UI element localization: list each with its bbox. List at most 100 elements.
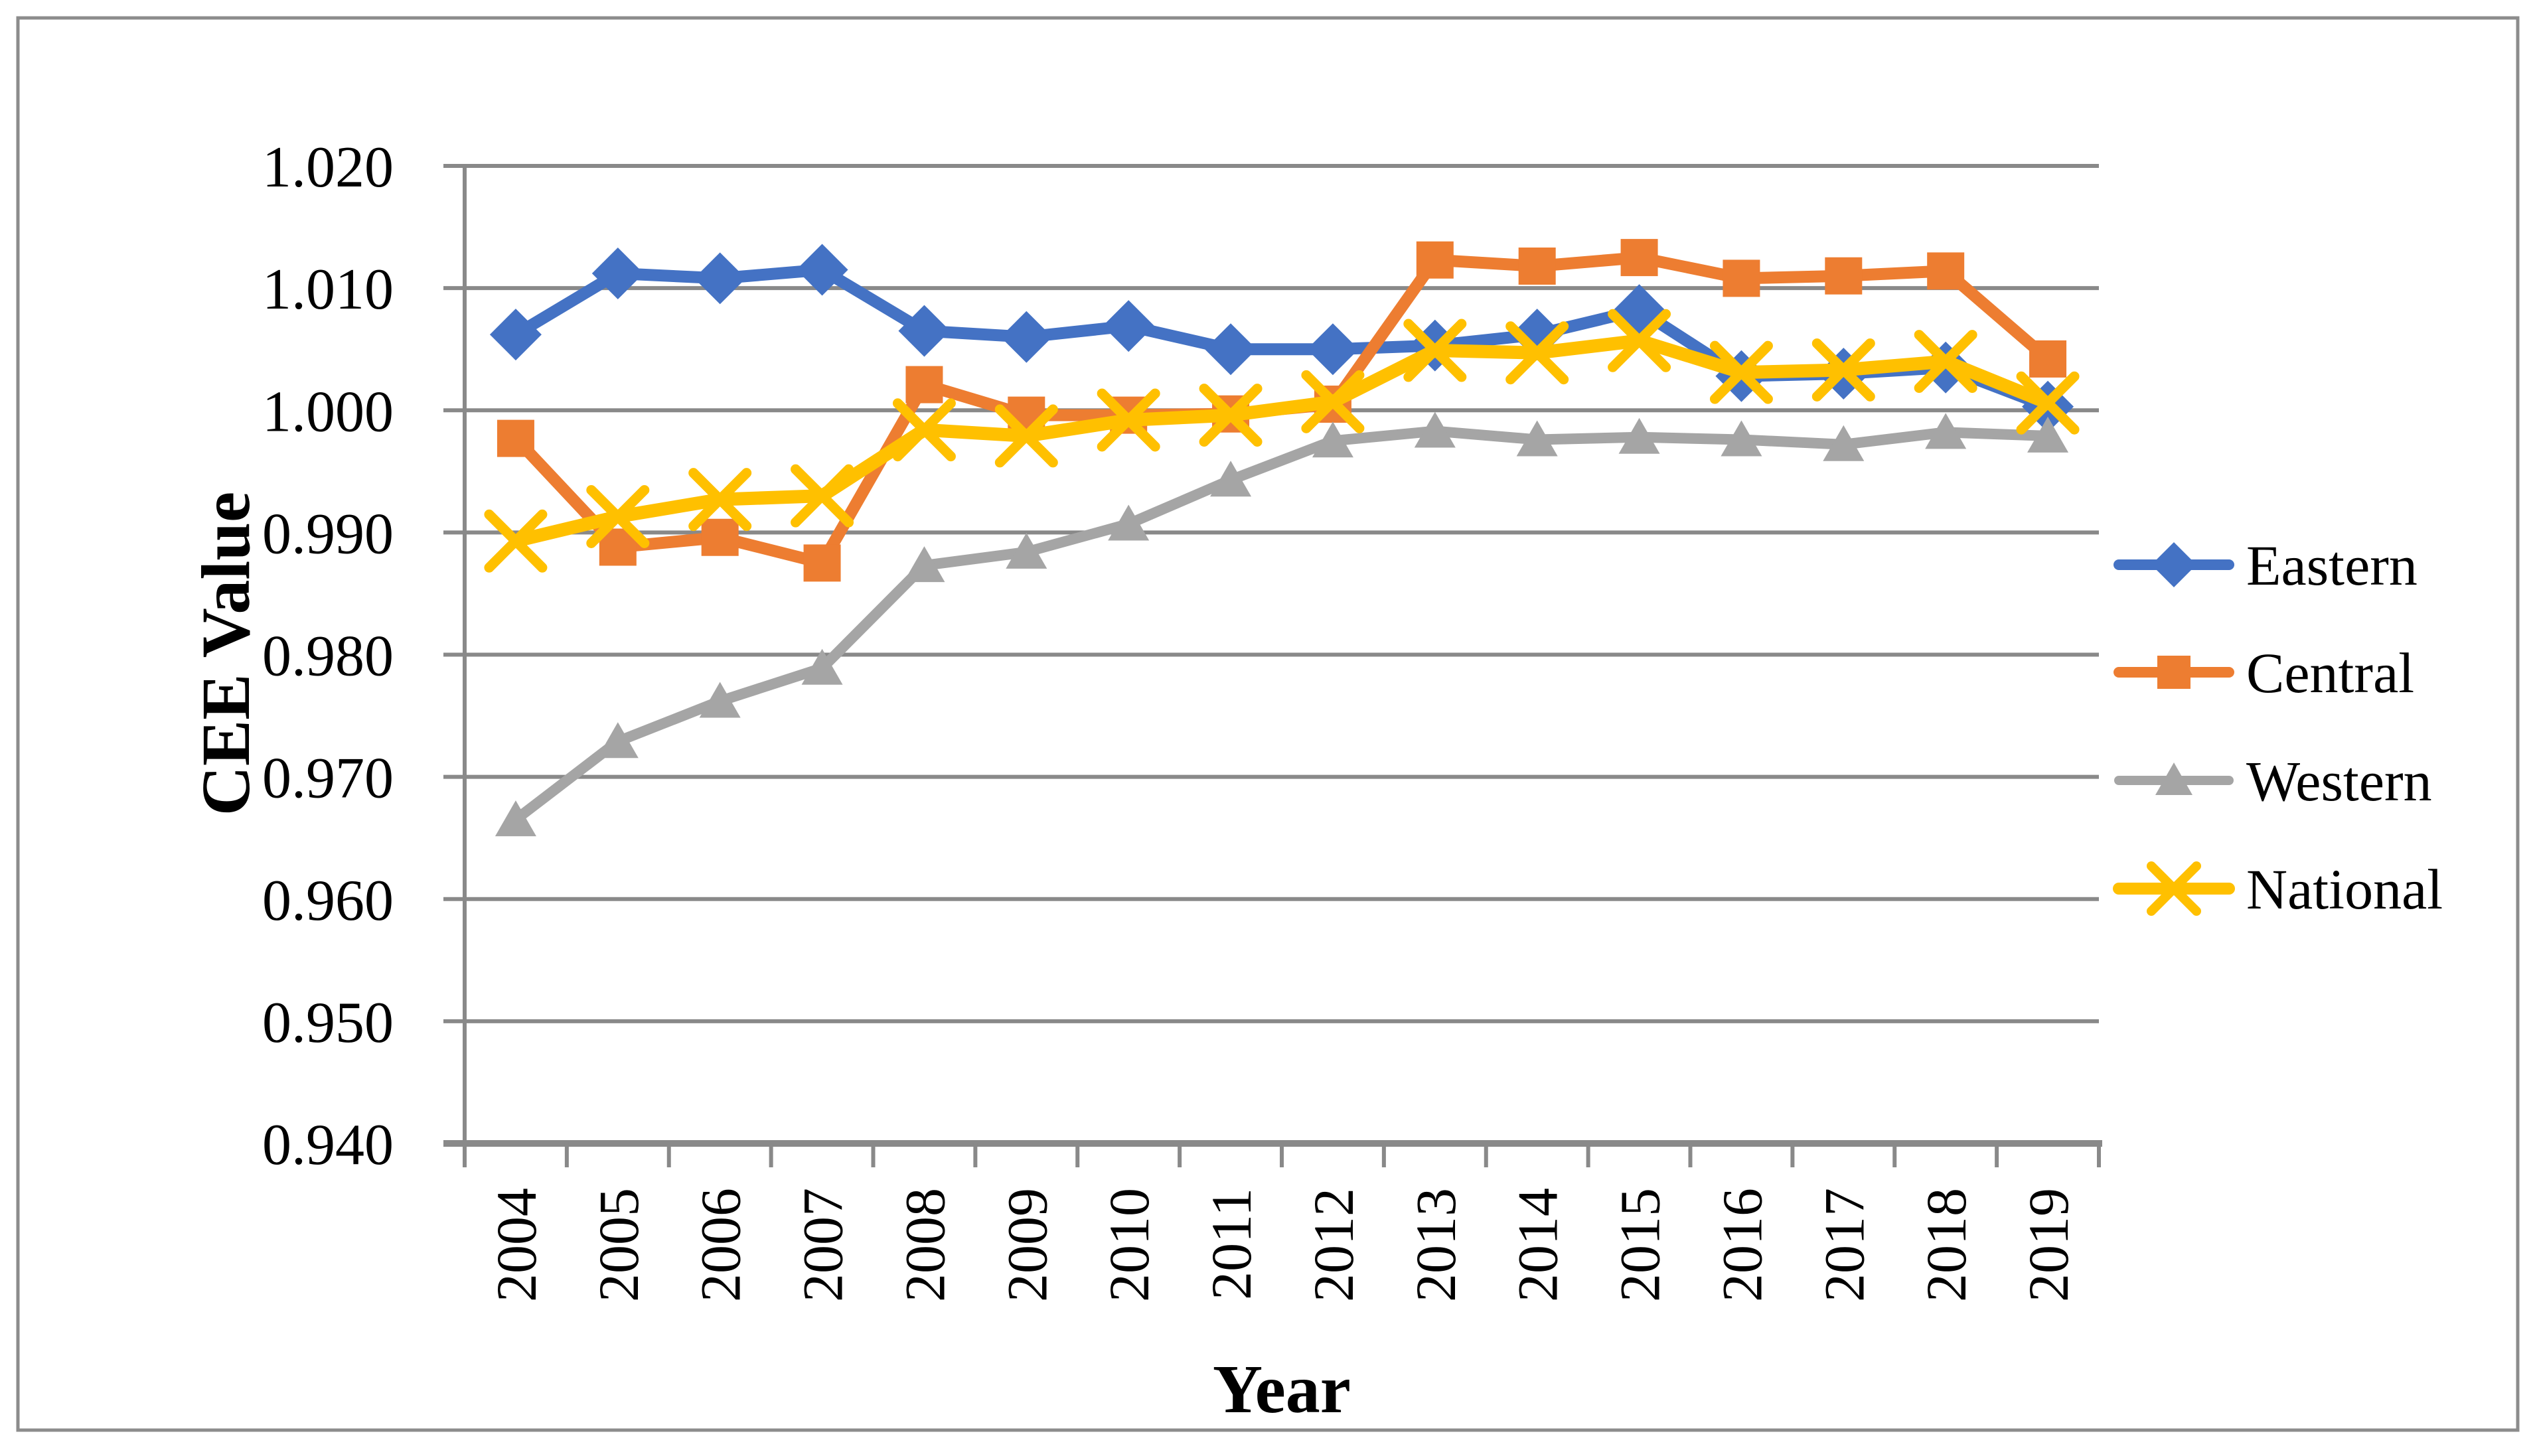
x-marker-stroke — [892, 398, 956, 462]
y-tick-label: 0.940 — [262, 1113, 394, 1177]
square-marker — [2029, 340, 2067, 378]
triangle-marker — [1108, 504, 1150, 541]
diamond-marker — [1205, 323, 1257, 376]
x-tick-label: 2009 — [995, 1188, 1059, 1302]
x-tick-label: 2006 — [689, 1188, 753, 1302]
x-marker-stroke — [586, 484, 650, 548]
y-tick-label: 1.020 — [262, 135, 394, 200]
x-marker-stroke — [688, 468, 752, 532]
y-tick-label: 0.960 — [262, 869, 394, 933]
legend-label: Eastern — [2246, 534, 2418, 597]
diamond-marker — [489, 309, 542, 361]
triangle-marker — [1618, 417, 1660, 454]
square-marker — [497, 419, 534, 457]
diamond-marker — [1000, 311, 1053, 363]
triangle-marker — [1925, 413, 1967, 449]
legend-square-marker — [2157, 656, 2190, 689]
x-marker-stroke — [1097, 388, 1160, 452]
x-marker-stroke — [1505, 321, 1569, 385]
triangle-marker — [801, 648, 843, 685]
y-tick-label: 0.970 — [262, 747, 394, 811]
diamond-marker — [1103, 300, 1155, 352]
y-tick-label: 0.950 — [262, 991, 394, 1055]
series-national — [484, 309, 2080, 573]
y-axis-title: CEE Value — [188, 492, 264, 816]
triangle-marker — [1823, 425, 1865, 461]
triangle-marker — [597, 722, 639, 759]
x-tick-label: 2013 — [1404, 1188, 1468, 1302]
triangle-marker — [1312, 421, 1353, 458]
x-marker-stroke — [994, 404, 1058, 468]
legend-diamond-marker — [2151, 542, 2196, 587]
diamond-marker — [591, 248, 644, 300]
square-marker — [701, 518, 739, 556]
diamond-marker — [694, 252, 746, 305]
x-marker-stroke — [2016, 371, 2080, 435]
square-marker — [905, 366, 943, 403]
label-layer: 0.940 0.950 0.960 0.970 0.980 0.990 1.000 1.010… — [262, 135, 2080, 1302]
diamond-marker — [1306, 323, 1359, 376]
x-marker-stroke — [1811, 338, 1875, 401]
x-tick-label: 2005 — [587, 1188, 651, 1302]
x-marker-stroke — [1403, 319, 1467, 382]
triangle-marker — [1414, 411, 1456, 448]
x-tick-label: 2016 — [1710, 1188, 1774, 1302]
grid-layer — [443, 164, 2099, 1147]
square-marker — [1416, 241, 1454, 279]
diamond-marker — [1511, 309, 1563, 361]
y-tick-label: 0.980 — [262, 624, 394, 689]
x-tick-label: 2017 — [1812, 1188, 1876, 1302]
square-marker — [1825, 257, 1863, 295]
legend-label: Western — [2246, 749, 2432, 813]
x-tick-label: 2010 — [1097, 1188, 1161, 1302]
series-western — [495, 411, 2069, 837]
triangle-marker — [699, 682, 741, 718]
legend-label: National — [2246, 857, 2443, 921]
y-tick-label: 1.000 — [262, 380, 394, 444]
diamond-marker — [898, 305, 951, 357]
y-tick-label: 1.010 — [262, 257, 394, 322]
x-tick-label: 2019 — [2017, 1188, 2080, 1302]
triangle-marker — [2027, 416, 2069, 453]
legend: Eastern Central Western National — [2113, 534, 2443, 921]
legend-x-marker — [2147, 861, 2201, 916]
square-marker — [803, 544, 841, 582]
x-tick-label: 2018 — [1914, 1188, 1978, 1302]
diamond-marker — [796, 244, 848, 296]
triangle-marker — [1516, 420, 1558, 457]
x-marker-stroke — [791, 464, 854, 528]
series-line — [512, 263, 2050, 413]
series-layer — [484, 239, 2080, 837]
x-tick-label: 2015 — [1608, 1188, 1672, 1302]
square-marker — [1620, 239, 1658, 277]
x-tick-label: 2012 — [1302, 1188, 1365, 1302]
series-line — [514, 334, 2050, 547]
x-marker-stroke — [1709, 340, 1773, 404]
legend-item-western: Western — [2114, 749, 2432, 813]
x-marker-stroke — [1608, 309, 1671, 372]
square-marker — [1927, 252, 1965, 290]
legend-triangle-marker — [2155, 763, 2192, 795]
x-tick-label: 2011 — [1199, 1188, 1263, 1300]
square-marker — [1518, 247, 1556, 285]
x-tick-label: 2007 — [791, 1188, 855, 1302]
triangle-marker — [903, 546, 945, 583]
legend-item-eastern: Eastern — [2113, 534, 2418, 597]
x-marker-stroke — [484, 509, 548, 573]
triangle-marker — [1210, 461, 1252, 497]
x-marker-stroke — [1199, 384, 1263, 447]
legend-item-national: National — [2113, 857, 2443, 921]
triangle-marker — [1721, 420, 1762, 457]
legend-item-central: Central — [2113, 641, 2414, 705]
y-tick-label: 0.990 — [262, 502, 394, 566]
square-marker — [1723, 259, 1760, 297]
x-marker-stroke — [1301, 370, 1365, 433]
x-tick-label: 2004 — [485, 1188, 548, 1302]
x-axis-title: Year — [1213, 1351, 1351, 1427]
legend-label: Central — [2246, 641, 2414, 705]
figure-border — [16, 16, 2520, 1432]
x-tick-label: 2014 — [1506, 1188, 1570, 1302]
x-tick-label: 2008 — [893, 1188, 957, 1302]
